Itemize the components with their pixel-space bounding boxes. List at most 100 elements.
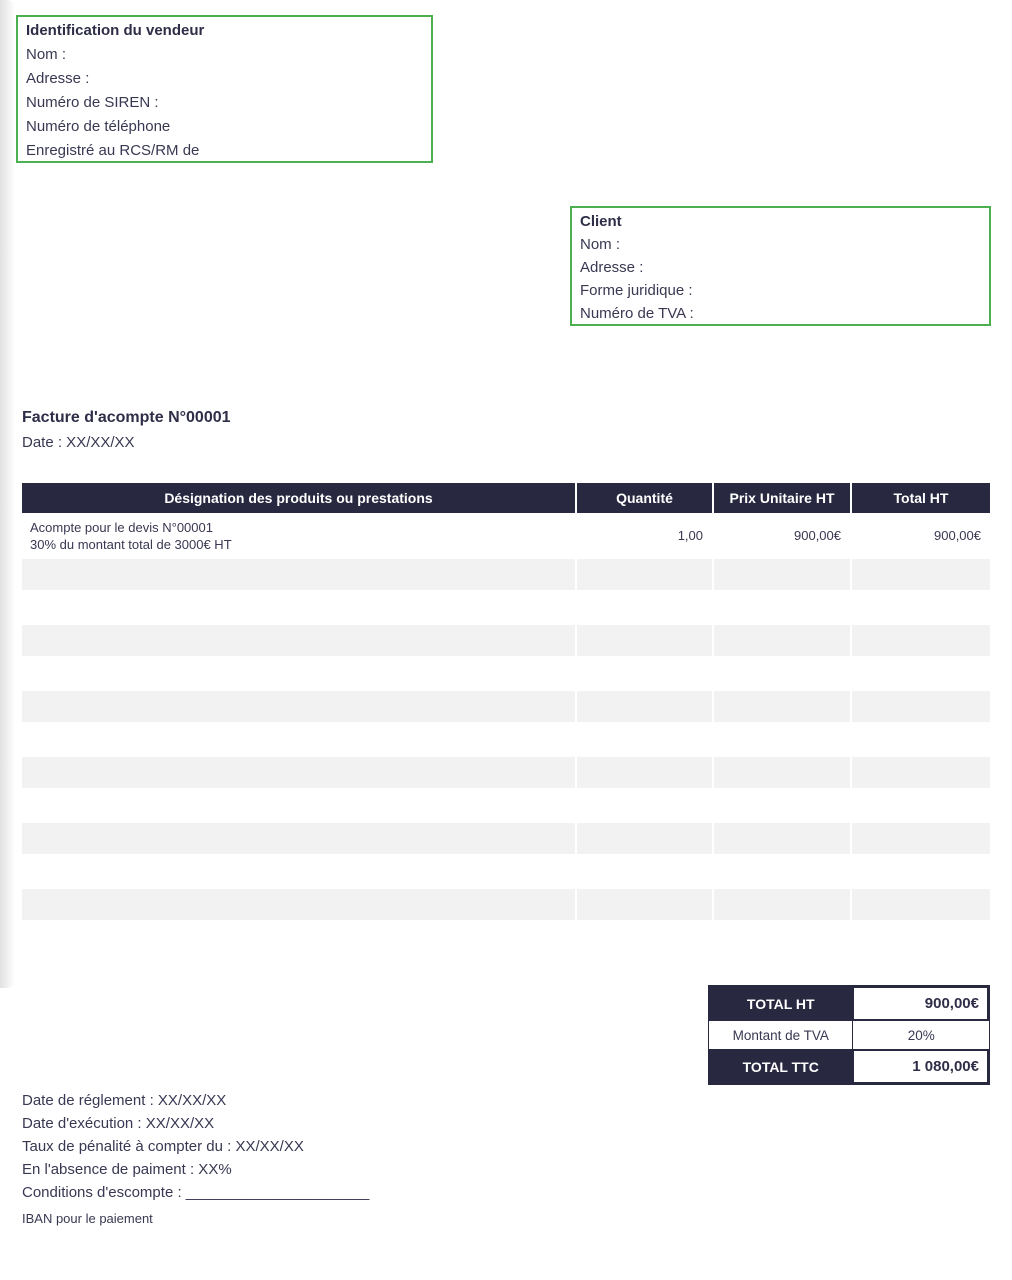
settlement-date-line: Date de réglement : XX/XX/XX — [22, 1092, 227, 1109]
empty-cell — [850, 889, 990, 920]
iban-line: IBAN pour le paiement — [22, 1211, 153, 1226]
empty-table-row — [22, 591, 990, 624]
item-designation-cell: Acompte pour le devis N°00001 30% du mon… — [22, 519, 575, 553]
empty-table-row — [22, 690, 990, 723]
empty-cell — [575, 790, 712, 821]
empty-cell — [575, 856, 712, 887]
vat-row: Montant de TVA 20% — [709, 1021, 989, 1049]
empty-cell — [22, 625, 575, 656]
empty-cell — [22, 559, 575, 590]
empty-cell — [850, 724, 990, 755]
client-address-label: Adresse : — [580, 259, 644, 276]
empty-cell — [575, 724, 712, 755]
empty-cell — [575, 559, 712, 590]
empty-table-row — [22, 855, 990, 888]
empty-cell — [22, 889, 575, 920]
client-legal-form-label: Forme juridique : — [580, 282, 693, 299]
totals-table: TOTAL HT 900,00€ Montant de TVA 20% TOTA… — [708, 985, 990, 1085]
empty-table-row — [22, 822, 990, 855]
empty-cell — [22, 691, 575, 722]
empty-cell — [575, 757, 712, 788]
empty-cell — [575, 658, 712, 689]
empty-cell — [850, 691, 990, 722]
vendor-info-box: Identification du vendeur Nom : Adresse … — [16, 15, 433, 163]
vat-label: Montant de TVA — [709, 1021, 853, 1049]
empty-cell — [575, 625, 712, 656]
invoice-title: Facture d'acompte N°00001 — [22, 409, 231, 426]
empty-cell — [712, 823, 850, 854]
total-ttc-row: TOTAL TTC 1 080,00€ — [709, 1049, 989, 1084]
empty-cell — [575, 823, 712, 854]
empty-cell — [22, 658, 575, 689]
item-total-cell: 900,00€ — [934, 528, 981, 543]
client-vat-label: Numéro de TVA : — [580, 305, 694, 322]
empty-cell — [575, 691, 712, 722]
empty-cell — [850, 823, 990, 854]
total-ht-row: TOTAL HT 900,00€ — [709, 986, 989, 1021]
empty-table-row — [22, 657, 990, 690]
item-designation-line2: 30% du montant total de 3000€ HT — [30, 536, 232, 552]
empty-cell — [712, 658, 850, 689]
empty-cell — [850, 856, 990, 887]
header-designation: Désignation des produits ou prestations — [22, 483, 575, 513]
client-name-label: Nom : — [580, 236, 621, 253]
empty-cell — [712, 691, 850, 722]
empty-table-row — [22, 723, 990, 756]
items-table: Désignation des produits ou prestations … — [22, 483, 990, 921]
empty-cell — [712, 559, 850, 590]
empty-cell — [712, 757, 850, 788]
header-unit-price: Prix Unitaire HT — [712, 483, 850, 513]
vendor-box-title: Identification du vendeur — [26, 22, 205, 39]
empty-cell — [712, 592, 850, 623]
items-table-header: Désignation des produits ou prestations … — [22, 483, 990, 513]
execution-date-line: Date d'exécution : XX/XX/XX — [22, 1115, 215, 1132]
client-info-box: Client Nom : Adresse : Forme juridique :… — [570, 206, 991, 326]
empty-table-row — [22, 558, 990, 591]
empty-cell — [22, 724, 575, 755]
empty-cell — [22, 823, 575, 854]
empty-cell — [712, 790, 850, 821]
total-ht-label: TOTAL HT — [709, 986, 853, 1021]
empty-cell — [575, 889, 712, 920]
empty-cell — [712, 856, 850, 887]
vendor-phone-label: Numéro de téléphone — [26, 118, 171, 135]
total-ttc-label: TOTAL TTC — [709, 1049, 853, 1084]
vendor-rcs-label: Enregistré au RCS/RM de — [26, 142, 200, 159]
item-quantity-cell: 1,00 — [677, 528, 703, 543]
footer-terms: Date de réglement : XX/XX/XX Date d'exéc… — [22, 1089, 369, 1230]
invoice-date: Date : XX/XX/XX — [22, 434, 135, 451]
empty-cell — [22, 790, 575, 821]
total-ht-value: 900,00€ — [852, 986, 989, 1021]
vat-value: 20% — [852, 1021, 989, 1049]
empty-cell — [850, 592, 990, 623]
empty-cell — [22, 757, 575, 788]
empty-cell — [850, 757, 990, 788]
item-unit-price-cell: 900,00€ — [794, 528, 841, 543]
penalty-rate-line: Taux de pénalité à compter du : XX/XX/XX — [22, 1138, 304, 1155]
empty-cell — [575, 592, 712, 623]
empty-cell — [850, 625, 990, 656]
empty-cell — [22, 592, 575, 623]
empty-table-row — [22, 756, 990, 789]
item-designation-line1: Acompte pour le devis N°00001 — [30, 519, 213, 535]
empty-cell — [850, 658, 990, 689]
empty-cell — [712, 625, 850, 656]
empty-table-row — [22, 789, 990, 822]
header-total: Total HT — [850, 483, 990, 513]
empty-cell — [712, 889, 850, 920]
empty-table-row — [22, 888, 990, 921]
client-box-title: Client — [580, 213, 622, 230]
empty-cell — [850, 790, 990, 821]
header-quantity: Quantité — [575, 483, 712, 513]
vendor-name-label: Nom : — [26, 46, 67, 63]
non-payment-line: En l'absence de paiment : XX% — [22, 1161, 232, 1178]
page-edge-shadow — [0, 0, 15, 988]
discount-terms-line: Conditions d'escompte : ________________… — [22, 1184, 370, 1201]
table-row: Acompte pour le devis N°00001 30% du mon… — [22, 513, 990, 558]
empty-cell — [22, 856, 575, 887]
empty-table-row — [22, 624, 990, 657]
vendor-siren-label: Numéro de SIREN : — [26, 94, 159, 111]
empty-cell — [850, 559, 990, 590]
empty-cell — [712, 724, 850, 755]
vendor-address-label: Adresse : — [26, 70, 90, 87]
